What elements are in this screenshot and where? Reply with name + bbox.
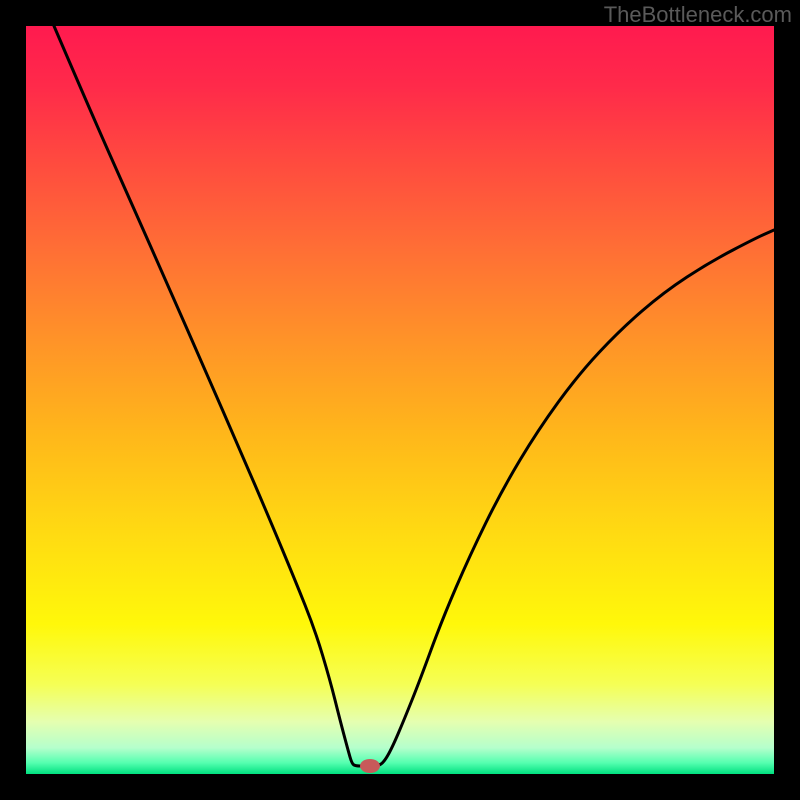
chart-container: TheBottleneck.com	[0, 0, 800, 800]
bottleneck-chart	[0, 0, 800, 800]
watermark-text: TheBottleneck.com	[604, 2, 792, 28]
optimal-point-marker	[360, 759, 380, 773]
chart-background	[26, 26, 774, 774]
